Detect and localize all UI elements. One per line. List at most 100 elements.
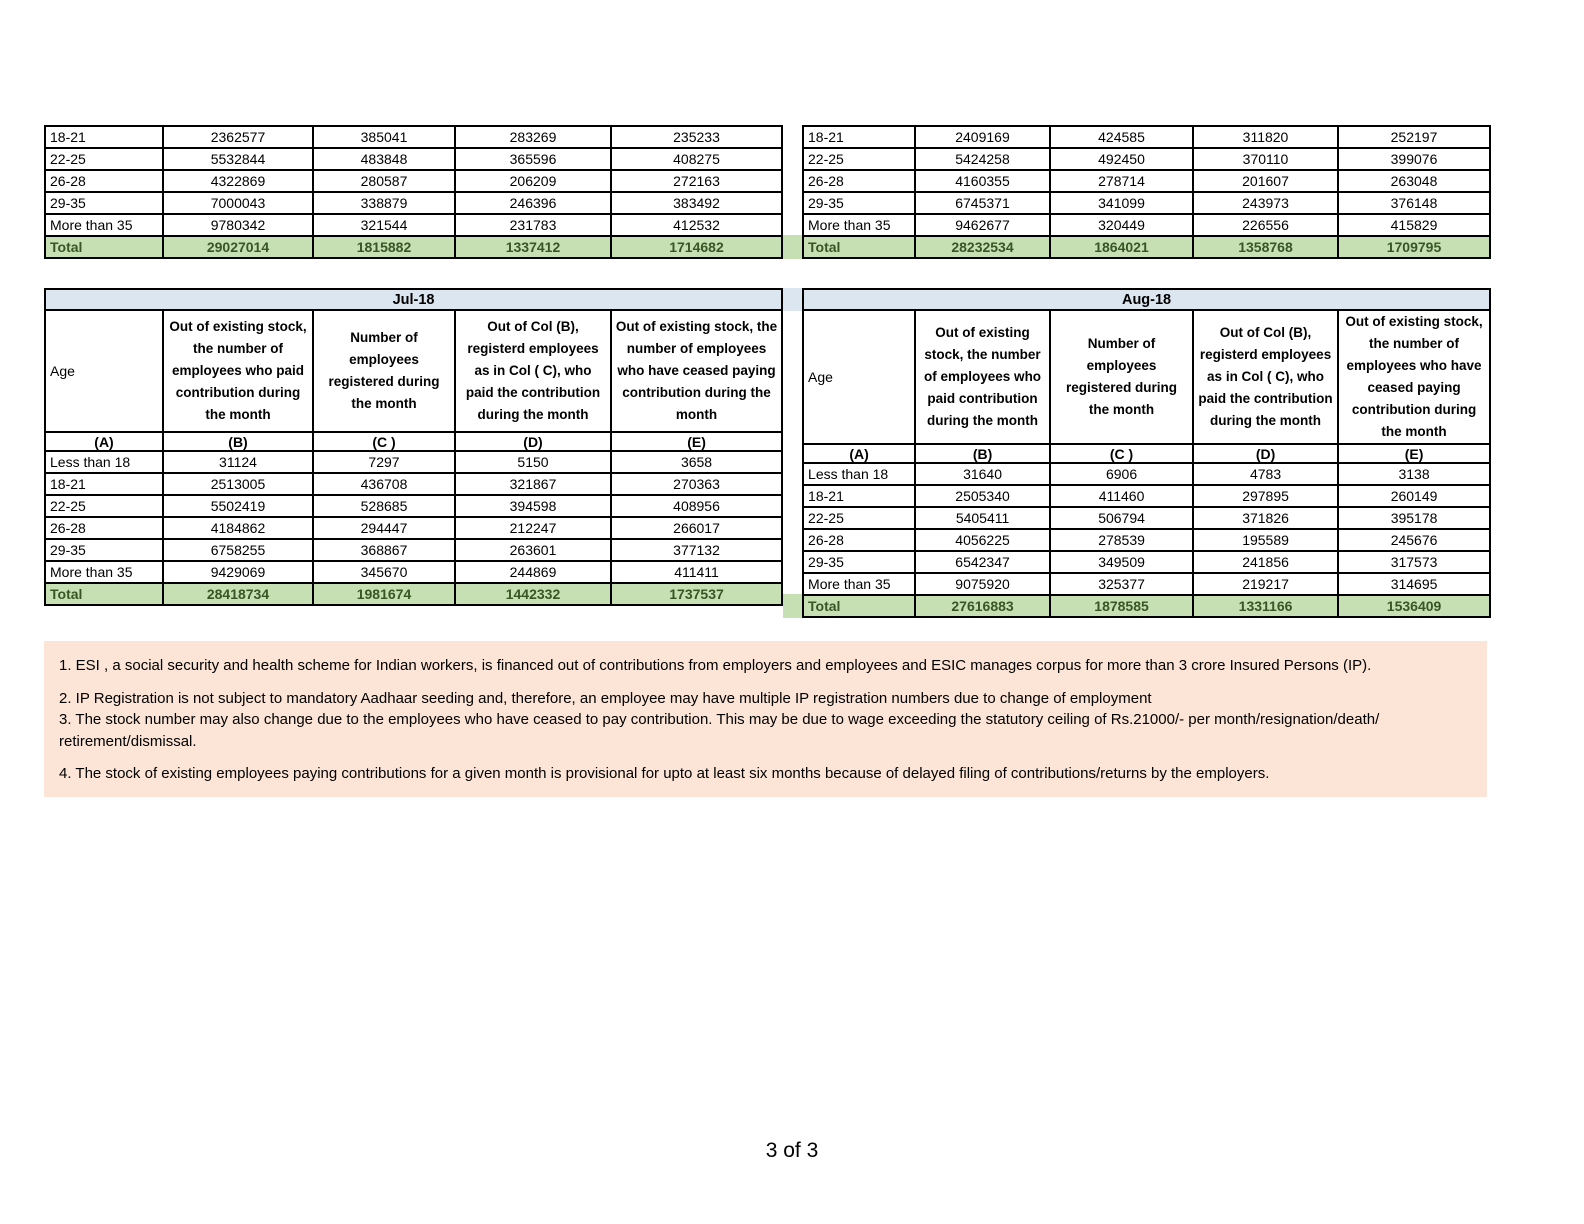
value-cell: 311820 — [1192, 125, 1339, 149]
letter-row: (A) (B) (C ) (D) (E) — [44, 431, 784, 452]
age-row-label: 22-25 — [802, 506, 917, 530]
value-cell: 9429069 — [162, 560, 314, 584]
table-row: 26-28 4160355 278714 201607 263048 — [802, 169, 1491, 193]
footnotes-panel: 1. ESI , a social security and health sc… — [44, 641, 1487, 797]
value-cell: 5502419 — [162, 494, 314, 518]
total-value-cell: 1536409 — [1337, 594, 1492, 618]
value-cell: 424585 — [1049, 125, 1194, 149]
value-cell: 4783 — [1192, 462, 1340, 486]
total-value-cell: 1331166 — [1192, 594, 1340, 618]
value-cell: 371826 — [1192, 506, 1340, 530]
value-cell: 415829 — [1337, 213, 1491, 237]
age-row-label: 26-28 — [44, 516, 164, 540]
month-band-row: Jul-18 — [43, 288, 784, 311]
table-row: Less than 18 31640 6906 4783 3138 — [802, 462, 1492, 486]
value-cell: 226556 — [1192, 213, 1339, 237]
value-cell: 411411 — [609, 560, 784, 584]
column-header-cell: Out of Col (B), registerd employees as i… — [454, 309, 612, 433]
table-row: More than 35 9780342 321544 231783 41253… — [44, 213, 783, 237]
value-cell: 411460 — [1049, 484, 1195, 508]
header-row: Age Out of existing stock, the number of… — [802, 309, 1492, 445]
column-header-cell: Number of employees registered during th… — [1049, 309, 1195, 445]
column-letter-cell: (C ) — [312, 431, 456, 452]
age-row-label: 26-28 — [802, 169, 916, 193]
table-row: 18-21 2409169 424585 311820 252197 — [802, 125, 1491, 149]
value-cell: 412532 — [610, 213, 783, 237]
top-left-table: 18-21 2362577 385041 283269 235233 22-25… — [44, 125, 783, 259]
age-row-label: Less than 18 — [802, 462, 917, 486]
value-cell: 9780342 — [162, 213, 314, 237]
value-cell: 3138 — [1337, 462, 1492, 486]
table-row: 29-35 7000043 338879 246396 383492 — [44, 191, 783, 215]
total-value-cell: 27616883 — [914, 594, 1052, 618]
value-cell: 245676 — [1337, 528, 1492, 552]
column-header-cell: Number of employees registered during th… — [312, 309, 456, 433]
column-letter-cell: (B) — [914, 443, 1052, 464]
column-header-cell: Out of existing stock, the number of emp… — [1337, 309, 1492, 445]
table-row: 22-25 5405411 506794 371826 395178 — [802, 506, 1492, 530]
value-cell: 4184862 — [162, 516, 314, 540]
table-row: 29-35 6758255 368867 263601 377132 — [44, 538, 784, 562]
value-cell: 212247 — [454, 516, 612, 540]
value-cell: 31124 — [162, 450, 314, 474]
column-letter-cell: (E) — [1337, 443, 1492, 464]
age-row-label: 29-35 — [802, 191, 916, 215]
table-row: More than 35 9075920 325377 219217 31469… — [802, 572, 1492, 596]
age-row-label: 26-28 — [802, 528, 917, 552]
value-cell: 31640 — [914, 462, 1052, 486]
value-cell: 506794 — [1049, 506, 1195, 530]
value-cell: 6758255 — [162, 538, 314, 562]
age-row-label: 29-35 — [44, 191, 164, 215]
column-letter-cell: (E) — [609, 431, 784, 452]
value-cell: 246396 — [454, 191, 612, 215]
total-value-cell: 1864021 — [1049, 235, 1194, 259]
value-cell: 5405411 — [914, 506, 1052, 530]
total-label: Total — [44, 582, 164, 606]
month-tables-row: Jul-18 Age Out of existing stock, the nu… — [43, 288, 1492, 618]
age-row-label: 22-25 — [44, 147, 164, 171]
value-cell: 195589 — [1192, 528, 1340, 552]
page-number: 3 of 3 — [765, 1139, 819, 1162]
value-cell: 383492 — [610, 191, 783, 215]
table-row: More than 35 9462677 320449 226556 41582… — [802, 213, 1491, 237]
value-cell: 492450 — [1049, 147, 1194, 171]
header-row: Age Out of existing stock, the number of… — [44, 309, 784, 433]
value-cell: 6542347 — [914, 550, 1052, 574]
value-cell: 5532844 — [162, 147, 314, 171]
value-cell: 349509 — [1049, 550, 1195, 574]
total-label: Total — [802, 594, 917, 618]
table-row: More than 35 9429069 345670 244869 41141… — [44, 560, 784, 584]
age-row-label: More than 35 — [802, 213, 916, 237]
value-cell: 345670 — [312, 560, 456, 584]
age-row-label: More than 35 — [44, 560, 164, 584]
footnote: 1. ESI , a social security and health sc… — [59, 657, 1372, 674]
total-value-cell: 1337412 — [454, 235, 612, 259]
total-value-cell: 1737537 — [609, 582, 784, 606]
column-letter-cell: (C ) — [1049, 443, 1195, 464]
value-cell: 7297 — [312, 450, 456, 474]
total-row: Total 28232534 1864021 1358768 1709795 — [802, 235, 1491, 259]
value-cell: 368867 — [312, 538, 456, 562]
table-row: 29-35 6542347 349509 241856 317573 — [802, 550, 1492, 574]
month-header: Aug-18 — [802, 288, 1492, 311]
total-value-cell: 1815882 — [312, 235, 456, 259]
value-cell: 436708 — [312, 472, 456, 496]
column-header-cell: Out of Col (B), registerd employees as i… — [1192, 309, 1340, 445]
table-row: 26-28 4322869 280587 206209 272163 — [44, 169, 783, 193]
total-value-cell: 29027014 — [162, 235, 314, 259]
age-header-cell: Age — [802, 309, 917, 445]
age-header-cell: Age — [44, 309, 164, 433]
value-cell: 4160355 — [914, 169, 1051, 193]
value-cell: 5424258 — [914, 147, 1051, 171]
table-row: 18-21 2505340 411460 297895 260149 — [802, 484, 1492, 508]
age-row-label: 22-25 — [802, 147, 916, 171]
table-row: 18-21 2513005 436708 321867 270363 — [44, 472, 784, 496]
value-cell: 408275 — [610, 147, 783, 171]
table-row: 18-21 2362577 385041 283269 235233 — [44, 125, 783, 149]
value-cell: 338879 — [312, 191, 456, 215]
value-cell: 370110 — [1192, 147, 1339, 171]
total-value-cell: 28232534 — [914, 235, 1051, 259]
value-cell: 341099 — [1049, 191, 1194, 215]
value-cell: 263048 — [1337, 169, 1491, 193]
